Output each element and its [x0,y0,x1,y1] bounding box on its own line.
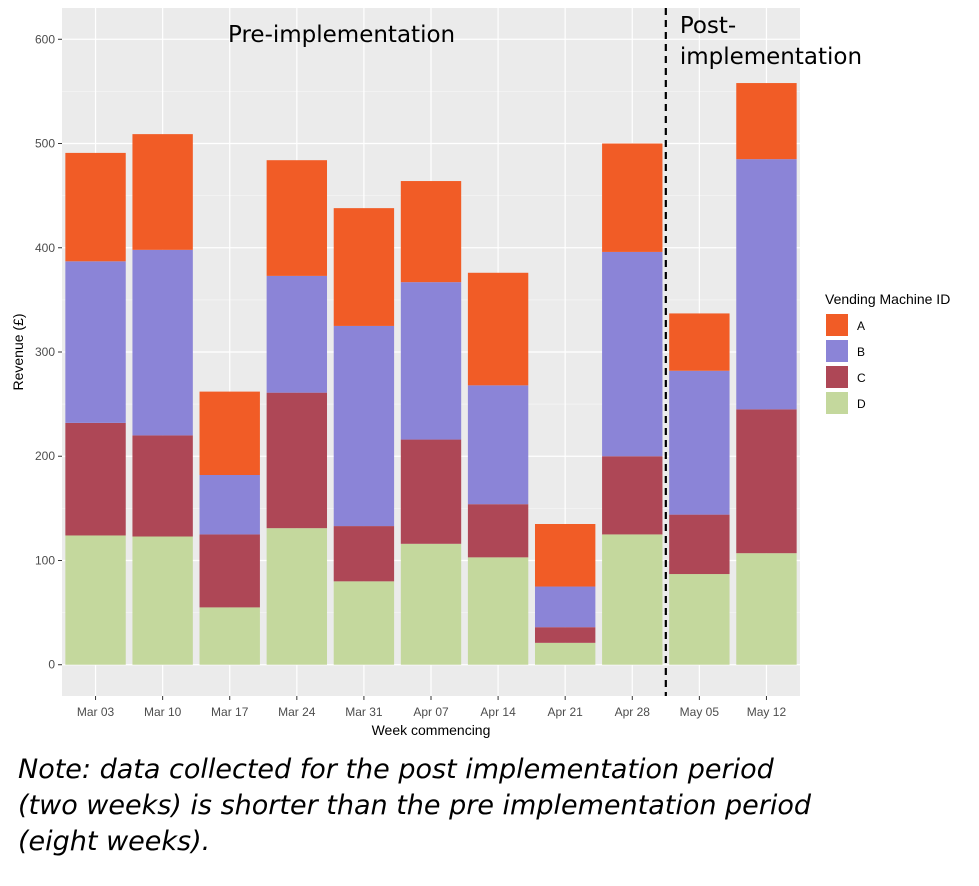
bar-segment-d [534,642,596,665]
legend-title: Vending Machine ID [825,291,950,307]
y-axis-title: Revenue (£) [10,313,26,390]
bar-segment-b [65,261,126,423]
x-tick-label: Mar 03 [77,705,115,719]
bar-segment-c [669,514,730,575]
x-axis-ticks: Mar 03 Mar 10 Mar 17 Mar 24 Mar 31 Apr 07 Apr … [77,696,787,719]
legend-label-b: B [857,345,865,359]
bar-segment-b [602,251,663,457]
bar-segment-a [736,83,797,160]
bar-segment-a [266,160,328,276]
bar-segment-c [132,435,193,537]
bar-segment-d [467,557,529,665]
bar-segment-b [736,159,797,410]
pre-implementation-label: Pre-implementation [228,22,455,48]
post-implementation-label-line2: implementation [680,44,862,70]
bar-segment-b [400,282,462,440]
legend-label-a: A [857,319,865,333]
y-tick-label: 200 [35,449,55,463]
note-text: Note: data collected for the post implem… [18,752,968,860]
legend-swatch-a [826,314,848,336]
x-axis-title: Week commencing [372,722,491,738]
legend-swatch-d [826,392,848,414]
bar-segment-c [400,439,462,544]
legend-label-d: D [857,397,866,411]
bar-segment-b [199,475,260,535]
x-tick-label: Mar 17 [211,705,249,719]
x-tick-label: May 05 [680,705,720,719]
bar-segment-c [534,627,596,643]
bar-segment-d [736,553,797,665]
x-tick-label: Apr 07 [413,705,449,719]
y-tick-label: 0 [48,658,55,672]
x-tick-label: Apr 21 [548,705,584,719]
bar-segment-d [65,535,126,665]
y-tick-label: 400 [35,241,55,255]
legend-label-c: C [857,371,866,385]
bar-segment-a [132,134,193,250]
bar-segment-a [534,524,596,587]
bar-segment-d [132,536,193,665]
post-implementation-label-line1: Post- [680,13,736,39]
note-line-2: (two weeks) is shorter than the pre impl… [18,790,812,821]
bar-segment-a [199,391,260,476]
y-tick-label: 100 [35,553,55,567]
bar-segment-b [534,586,596,628]
bar-segment-a [400,181,462,283]
bar-segment-b [266,275,328,393]
bar-segment-a [467,272,529,386]
bar-segment-c [199,534,260,608]
y-tick-label: 600 [35,32,55,46]
bar-segment-c [736,409,797,554]
bar-segment-d [669,574,730,665]
legend-swatch-b [826,340,848,362]
bar-segment-c [467,504,529,558]
y-tick-label: 300 [35,345,55,359]
bar-segment-c [266,392,328,529]
x-tick-label: May 12 [747,705,787,719]
x-tick-label: Apr 28 [615,705,651,719]
bar-segment-a [333,208,395,326]
note-line-1: Note: data collected for the post implem… [18,754,774,785]
bar-segment-a [65,152,126,262]
bar-segment-d [199,607,260,665]
legend-swatch-c [826,366,848,388]
bars [65,83,797,665]
bar-segment-b [333,325,395,527]
note-line-3: (eight weeks). [18,826,211,857]
bar-segment-a [602,143,663,252]
y-axis-ticks: 0 100 200 300 400 500 600 [35,32,62,672]
bar-segment-b [132,249,193,436]
y-tick-label: 500 [35,137,55,151]
stacked-bar-chart: Pre-implementation Post- implementation … [10,8,950,738]
x-tick-label: Mar 10 [144,705,182,719]
x-tick-label: Mar 31 [345,705,383,719]
bar-segment-c [65,422,126,536]
bar-segment-d [266,528,328,665]
chart-canvas: Pre-implementation Post- implementation … [10,8,950,738]
bar-segment-b [467,385,529,505]
bar-segment-c [333,526,395,582]
bar-segment-d [333,581,395,665]
bar-segment-d [602,534,663,665]
x-tick-label: Apr 14 [480,705,516,719]
x-tick-label: Mar 24 [278,705,316,719]
bar-segment-a [669,313,730,371]
bar-segment-c [602,456,663,535]
bar-segment-b [669,370,730,515]
bar-segment-d [400,543,462,665]
